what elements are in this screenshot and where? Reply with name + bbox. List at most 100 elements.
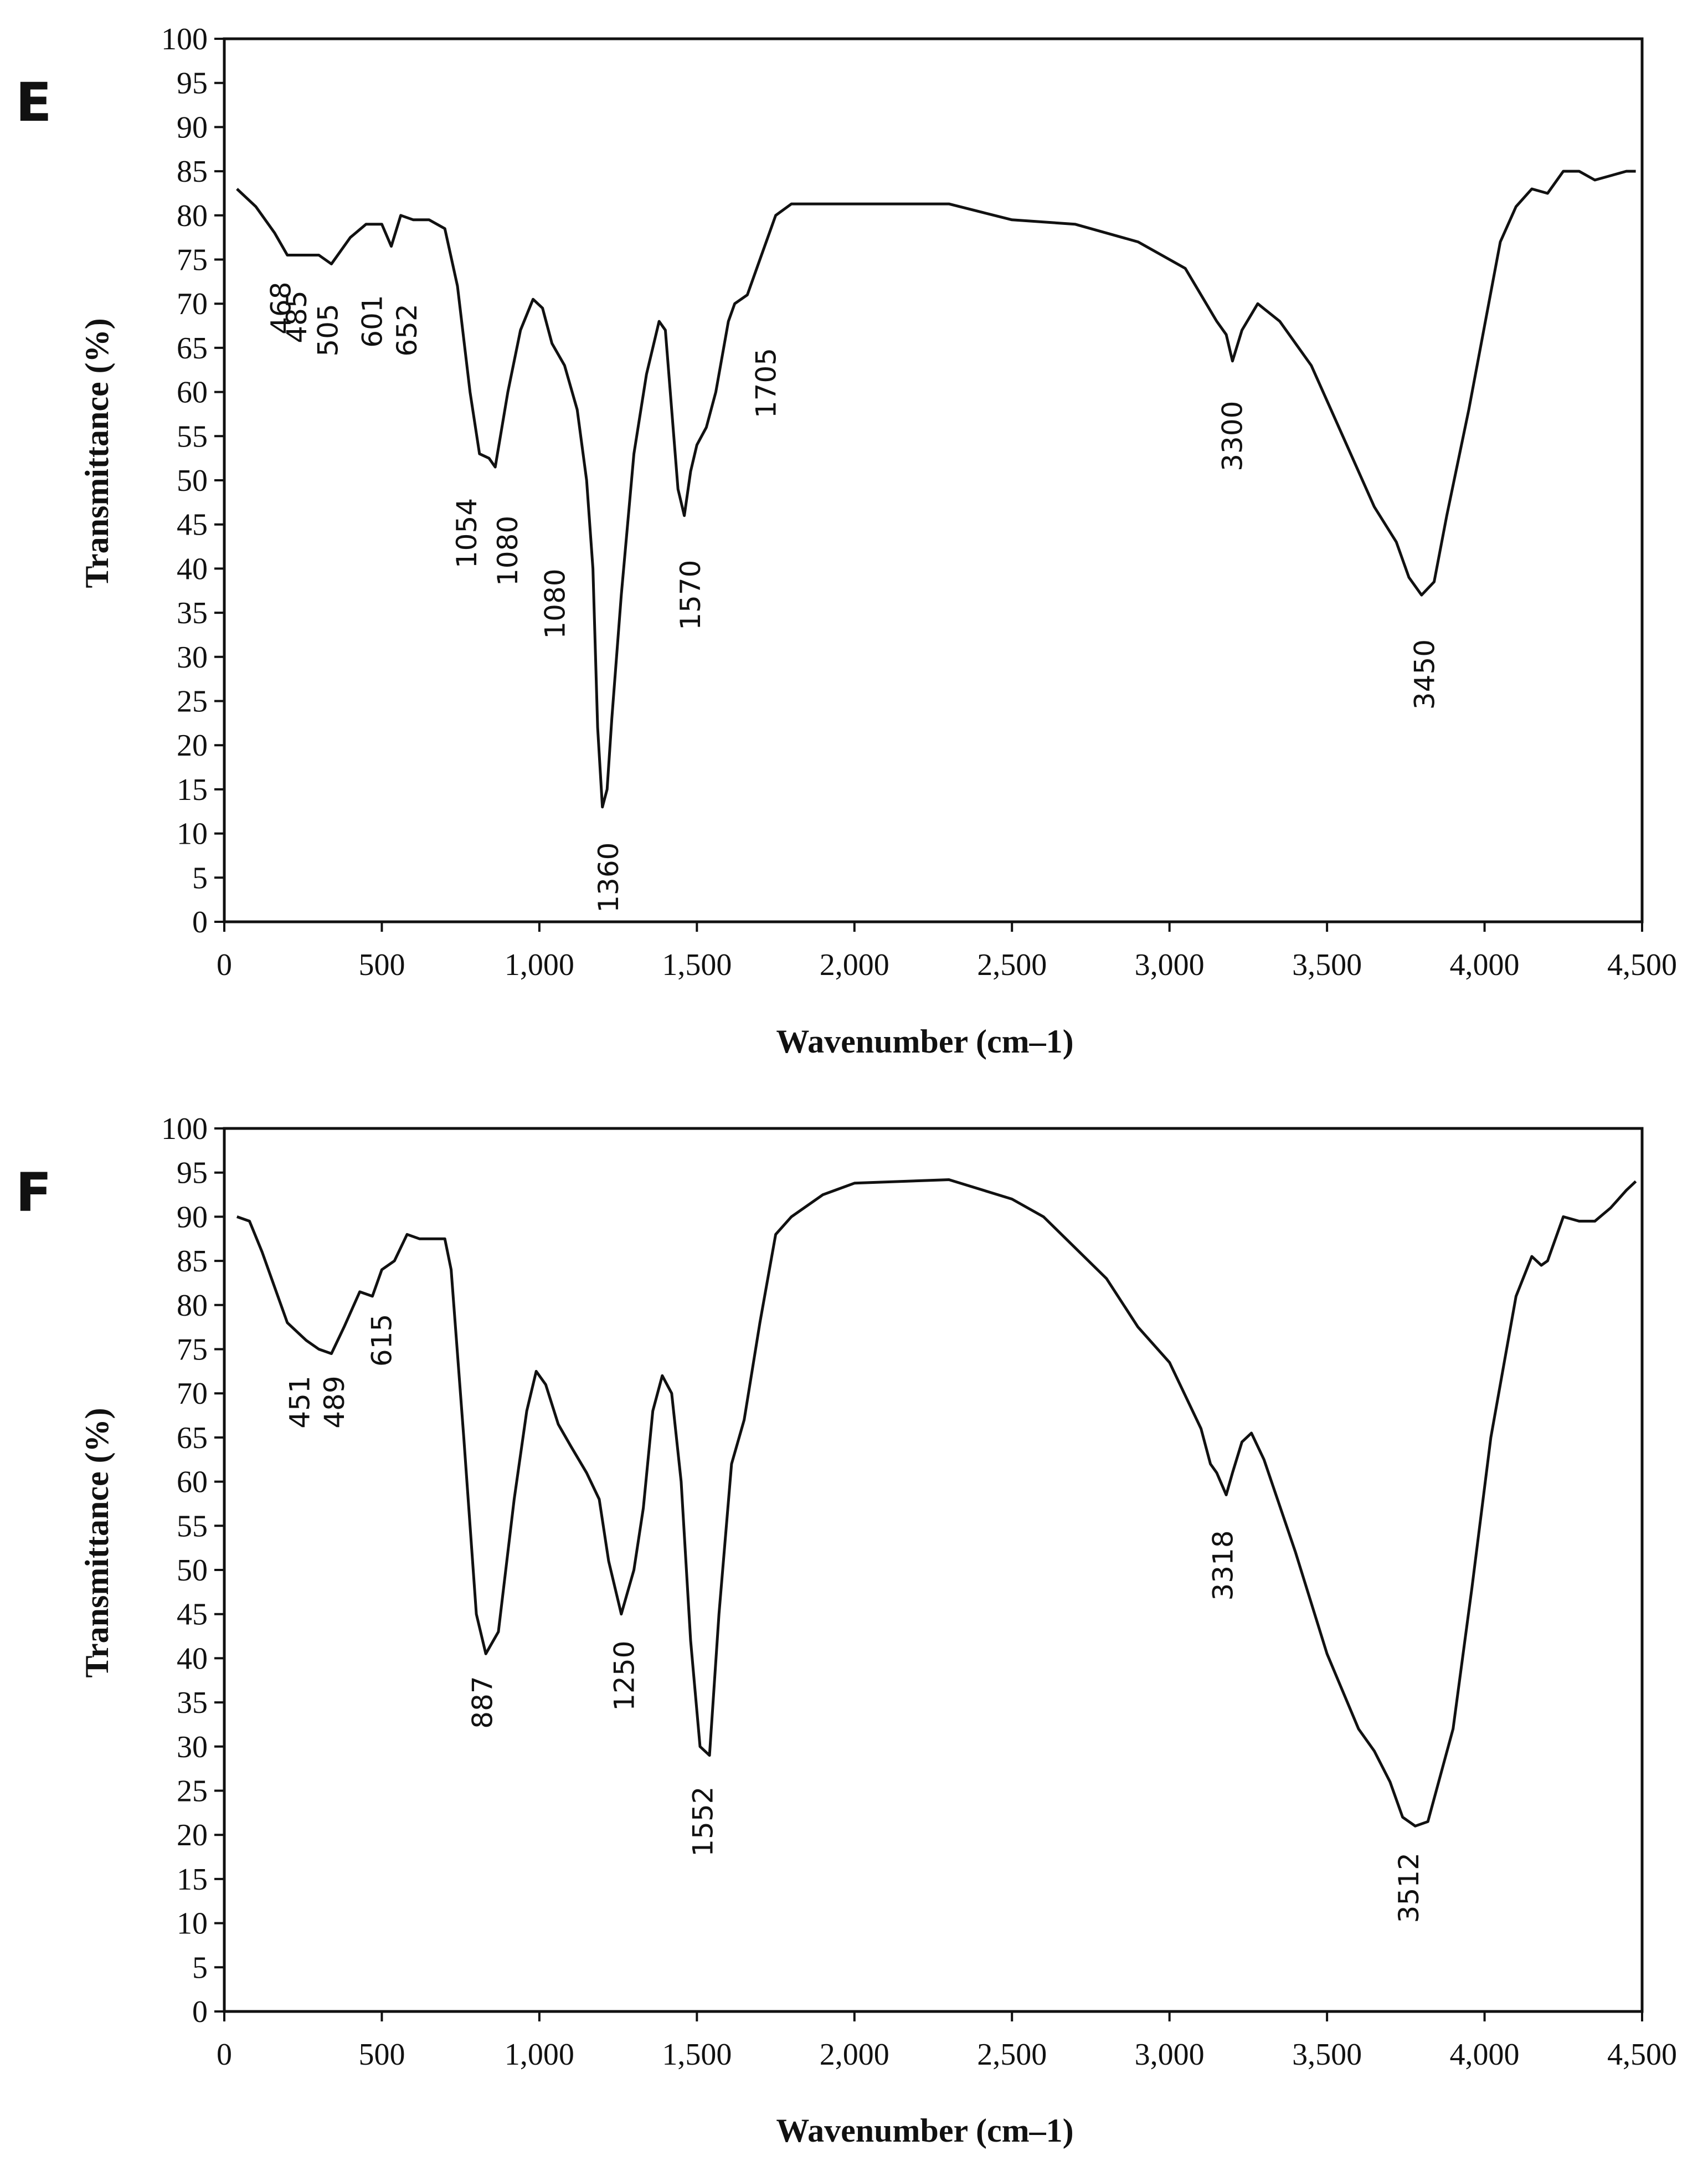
peak-label: 3300 [1216, 401, 1248, 471]
peak-label: 451 [284, 1376, 316, 1428]
y-tick-label: 85 [177, 1244, 208, 1279]
y-tick-label: 95 [177, 66, 208, 101]
x-axis-title: Wavenumber (cm–1) [776, 1023, 1073, 1060]
y-ticks: 0 5 10 15 20 25 30 35 40 45 50 55 60 65 70 75 80 85 90 95 10… [161, 1112, 224, 2029]
y-tick-label: 70 [177, 1377, 208, 1411]
y-tick-label: 20 [177, 1818, 208, 1852]
y-tick-label: 60 [177, 1465, 208, 1500]
peak-label: 1552 [687, 1787, 719, 1857]
x-tick-label: 0 [217, 2037, 232, 2072]
y-tick-label: 60 [177, 376, 208, 410]
panel-letter: E [16, 71, 52, 134]
y-tick-label: 90 [177, 1200, 208, 1234]
peak-label: 887 [467, 1676, 499, 1728]
panel-letter: F [16, 1162, 52, 1224]
y-tick-label: 50 [177, 464, 208, 498]
x-tick-label: 3,000 [1135, 2037, 1205, 2072]
peak-label: 1080 [492, 516, 524, 586]
peak-label: 3512 [1393, 1852, 1425, 1923]
panel-f: F Transmittance (%) Wavenumber (cm–1) 0 5… [16, 1112, 1677, 2149]
y-tick-label: 5 [192, 1951, 208, 1985]
peak-label: 1054 [451, 498, 483, 568]
y-tick-label: 10 [177, 1907, 208, 1941]
peak-label: 1250 [609, 1641, 641, 1711]
peak-label: 468 [265, 281, 297, 334]
y-tick-label: 35 [177, 1686, 208, 1720]
peak-labels: 451 489 615 887 1250 1552 3318 3512 [284, 1314, 1426, 1923]
x-tick-label: 3,500 [1292, 948, 1362, 982]
x-tick-label: 1,500 [662, 2037, 732, 2072]
y-tick-label: 15 [177, 773, 208, 807]
y-tick-label: 65 [177, 331, 208, 366]
y-tick-label: 95 [177, 1156, 208, 1190]
y-tick-label: 0 [192, 1995, 208, 2029]
y-axis-title: Transmittance (%) [79, 318, 115, 588]
x-tick-label: 3,000 [1135, 948, 1205, 982]
y-tick-label: 25 [177, 1774, 208, 1809]
y-tick-label: 65 [177, 1421, 208, 1455]
y-tick-label: 10 [177, 817, 208, 851]
peak-label: 1080 [539, 568, 571, 639]
y-ticks: 0 5 10 15 20 25 30 35 40 45 50 55 60 65 70 75 80 85 90 95 10… [161, 22, 224, 940]
y-tick-label: 80 [177, 199, 208, 233]
y-tick-label: 75 [177, 243, 208, 278]
y-tick-label: 75 [177, 1333, 208, 1367]
x-tick-label: 4,500 [1607, 948, 1677, 982]
y-tick-label: 90 [177, 110, 208, 145]
x-tick-label: 2,000 [820, 948, 889, 982]
x-tick-label: 4,000 [1450, 948, 1520, 982]
peak-label: 601 [356, 295, 388, 347]
peak-label: 652 [391, 304, 423, 356]
x-tick-label: 0 [217, 948, 232, 982]
x-tick-label: 500 [358, 948, 405, 982]
x-tick-label: 3,500 [1292, 2037, 1362, 2072]
y-tick-label: 85 [177, 155, 208, 189]
y-tick-label: 45 [177, 508, 208, 542]
x-ticks: 0 500 1,000 1,500 2,000 2,500 3,000 3,500 4,000 4… [217, 2011, 1677, 2072]
peak-label: 3450 [1409, 639, 1441, 710]
y-tick-label: 45 [177, 1598, 208, 1632]
spectrum-line-e [236, 170, 1636, 809]
y-tick-label: 100 [161, 22, 208, 57]
y-tick-label: 30 [177, 1730, 208, 1764]
peak-label: 489 [318, 1376, 351, 1428]
x-tick-label: 4,000 [1450, 2037, 1520, 2072]
y-tick-label: 25 [177, 685, 208, 719]
y-tick-label: 40 [177, 1641, 208, 1676]
y-tick-label: 55 [177, 1509, 208, 1543]
peak-label: 3318 [1207, 1530, 1239, 1600]
y-axis-title: Transmittance (%) [79, 1408, 115, 1677]
peak-label: 1570 [675, 560, 707, 630]
x-tick-label: 1,500 [662, 948, 732, 982]
y-tick-label: 70 [177, 287, 208, 321]
peak-label: 505 [312, 304, 344, 356]
peak-label: 1705 [750, 348, 783, 418]
x-tick-label: 2,000 [820, 2037, 889, 2072]
x-tick-label: 1,000 [505, 948, 574, 982]
peak-label: 1360 [593, 843, 625, 913]
peak-label: 485 [281, 290, 313, 343]
y-tick-label: 35 [177, 596, 208, 630]
y-tick-label: 5 [192, 861, 208, 895]
x-tick-label: 1,000 [505, 2037, 574, 2072]
x-tick-label: 2,500 [977, 2037, 1047, 2072]
y-tick-label: 100 [161, 1112, 208, 1146]
y-tick-label: 15 [177, 1862, 208, 1897]
y-tick-label: 80 [177, 1289, 208, 1323]
y-tick-label: 30 [177, 640, 208, 675]
spectrum-line-f [236, 1178, 1637, 1828]
x-tick-label: 2,500 [977, 948, 1047, 982]
y-tick-label: 55 [177, 419, 208, 454]
x-tick-label: 4,500 [1607, 2037, 1677, 2072]
y-tick-label: 20 [177, 728, 208, 763]
x-ticks: 0 500 1,000 1,500 2,000 2,500 3,000 3,500 4,000 4… [217, 922, 1677, 982]
peak-label: 615 [366, 1314, 398, 1367]
x-axis-title: Wavenumber (cm–1) [776, 2112, 1073, 2149]
x-tick-label: 500 [358, 2037, 405, 2072]
y-tick-label: 50 [177, 1553, 208, 1588]
y-tick-label: 0 [192, 905, 208, 940]
